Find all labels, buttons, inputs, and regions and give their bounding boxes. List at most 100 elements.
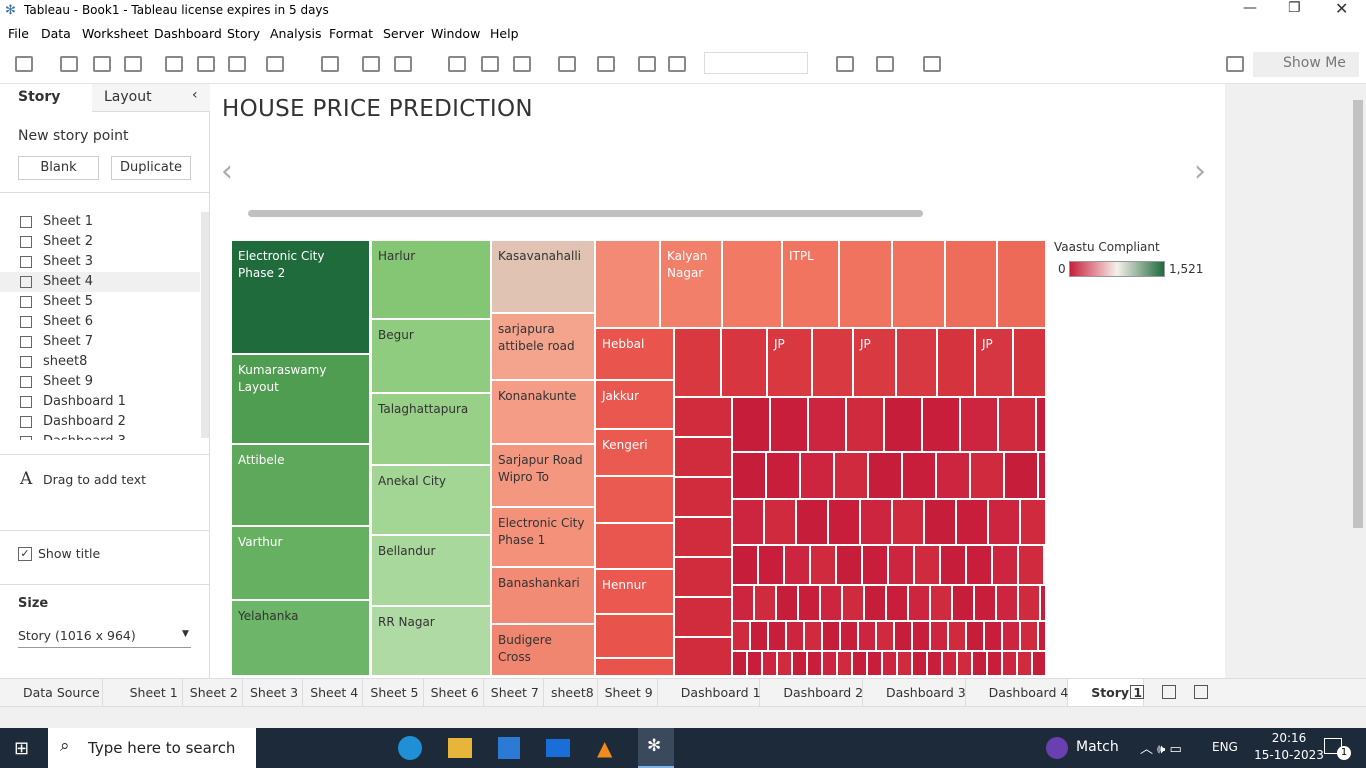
sheet-icon[interactable] xyxy=(20,376,32,388)
tile-label[interactable]: JP xyxy=(860,337,871,351)
tray-icons[interactable]: ︿ 🕪 ▭ xyxy=(1140,742,1182,757)
tile-label[interactable]: Banashankari xyxy=(498,576,580,590)
points-scrollbar[interactable] xyxy=(248,210,923,217)
sheet-icon[interactable] xyxy=(20,436,32,440)
edge[interactable] xyxy=(398,736,422,760)
sheet-icon[interactable] xyxy=(20,216,32,228)
tile-label[interactable]: Begur xyxy=(378,328,414,342)
tile-label[interactable]: JP xyxy=(774,337,785,351)
sheet-icon[interactable] xyxy=(20,356,32,368)
tab-label[interactable]: sheet8 xyxy=(551,685,594,700)
notification-count[interactable]: 1 xyxy=(1337,746,1351,760)
tile-label[interactable]: Hebbal xyxy=(602,337,645,351)
scroll-thumb[interactable] xyxy=(1353,100,1363,528)
treemap-tile[interactable]: sarjapura attibele road xyxy=(491,313,595,380)
tab-label[interactable]: Sheet 1 xyxy=(129,685,178,700)
sheet-name[interactable]: sheet8 xyxy=(43,354,88,369)
show-me-button[interactable] xyxy=(1253,52,1359,77)
tile-label[interactable]: Attibele xyxy=(238,453,285,467)
duplicate-button[interactable]: Duplicate xyxy=(111,156,191,180)
toolbar-icon[interactable] xyxy=(668,56,686,72)
tile-label[interactable]: Hennur xyxy=(602,578,647,592)
menu-item[interactable]: Data xyxy=(41,26,71,41)
toolbar-icon[interactable] xyxy=(60,56,78,72)
toolbar-icon[interactable] xyxy=(876,56,894,72)
toolbar-icon[interactable] xyxy=(836,56,854,72)
tab-label[interactable]: Dashboard 2 xyxy=(783,685,864,700)
menu-item[interactable]: Window xyxy=(431,26,481,41)
sheet-tab[interactable]: Dashboard 3 xyxy=(863,679,966,706)
treemap-tile[interactable]: Kalyan Nagar xyxy=(660,240,722,328)
language[interactable]: ENG xyxy=(1212,740,1238,754)
toolbar-icon[interactable] xyxy=(266,56,284,72)
sheet-tab[interactable]: Sheet 4 xyxy=(303,679,364,706)
treemap-tile[interactable]: Electronic City Phase 2 xyxy=(231,240,370,354)
treemap-tile[interactable]: Yelahanka xyxy=(231,600,370,676)
treemap-tile[interactable]: RR Nagar xyxy=(371,606,491,676)
toolbar-icon[interactable] xyxy=(638,56,656,72)
sheet-tab[interactable]: Dashboard 2 xyxy=(760,679,863,706)
size-value[interactable]: Story (1016 x 964) xyxy=(18,628,136,643)
sheet-name[interactable]: Dashboard 3 xyxy=(43,434,126,440)
tile-label[interactable]: Talaghattapura xyxy=(378,402,469,416)
restore[interactable]: ❐ xyxy=(1288,0,1301,16)
dropdown-arrow[interactable]: ▼ xyxy=(182,629,189,639)
toolbar-icon[interactable] xyxy=(228,56,246,72)
menu-item[interactable]: Story xyxy=(227,26,261,41)
sheet-tab[interactable]: Data Source xyxy=(0,679,103,706)
toolbar-icon[interactable] xyxy=(923,56,941,72)
sheet-icon[interactable] xyxy=(20,396,32,408)
sheet-icon[interactable] xyxy=(20,296,32,308)
show-title[interactable]: Show title xyxy=(38,546,101,561)
treemap-tile[interactable]: Talaghattapura xyxy=(371,393,491,465)
treemap-tile[interactable]: Anekal City xyxy=(371,465,491,535)
tile-label[interactable]: Jakkur xyxy=(602,389,639,403)
sheet-item[interactable]: sheet8 xyxy=(0,352,200,372)
toolbar-icon[interactable] xyxy=(93,56,111,72)
sheet-tab[interactable]: Sheet 7 xyxy=(484,679,544,706)
tab-label[interactable]: Sheet 7 xyxy=(490,685,539,700)
explorer[interactable] xyxy=(448,738,472,758)
menu-item[interactable]: Format xyxy=(329,26,374,41)
toolbar-icon[interactable] xyxy=(321,56,339,72)
tab-label[interactable]: Sheet 9 xyxy=(604,685,653,700)
treemap-tile[interactable]: Konanakunte xyxy=(491,380,595,444)
minimize[interactable]: — xyxy=(1243,0,1257,16)
menu-item[interactable]: Analysis xyxy=(270,26,322,41)
sheet-name[interactable]: Dashboard 2 xyxy=(43,414,126,429)
treemap-tile[interactable]: Begur xyxy=(371,319,491,393)
new-tab-icon[interactable] xyxy=(1162,685,1176,699)
tile-label[interactable]: Yelahanka xyxy=(238,609,299,623)
next-arrow[interactable]: › xyxy=(1194,154,1206,189)
prev-arrow[interactable]: ‹ xyxy=(221,154,233,189)
treemap-tile[interactable]: JP xyxy=(853,328,896,397)
treemap-tile[interactable]: Kasavanahalli xyxy=(491,240,595,313)
sheet-name[interactable]: Sheet 4 xyxy=(43,274,93,289)
sheet-name[interactable]: Sheet 2 xyxy=(43,234,93,249)
toolbar-icon[interactable] xyxy=(513,56,531,72)
treemap-tile[interactable]: Hebbal xyxy=(595,328,674,380)
tile-label[interactable]: Harlur xyxy=(378,249,416,263)
tableau-icon[interactable]: ✻ xyxy=(647,736,662,756)
size-dropdown[interactable]: Story (1016 x 964) ▼ xyxy=(18,628,191,648)
tab-label[interactable]: Sheet 6 xyxy=(430,685,479,700)
layout-tab[interactable]: Layout ‹ xyxy=(92,84,210,112)
sheet-item[interactable]: Sheet 7 xyxy=(0,332,200,352)
sheet-name[interactable]: Dashboard 1 xyxy=(43,394,126,409)
vlc[interactable]: ▲ xyxy=(597,736,613,760)
tab-label[interactable]: Sheet 3 xyxy=(250,685,299,700)
tableau-task[interactable]: ✻ xyxy=(638,728,674,768)
menu-item[interactable]: Dashboard xyxy=(154,26,222,41)
tile-label[interactable]: Konanakunte xyxy=(498,389,577,403)
story-tab[interactable]: Story xyxy=(0,84,92,112)
treemap-tile[interactable]: JP xyxy=(767,328,812,397)
toolbar-icon[interactable] xyxy=(481,56,499,72)
clock-time[interactable]: 20:16 xyxy=(1271,731,1307,745)
treemap-tile[interactable]: Kengeri xyxy=(595,429,674,476)
sheet-item[interactable]: Dashboard 2 xyxy=(0,412,200,432)
sheet-icon[interactable] xyxy=(20,236,32,248)
toolbar-icon[interactable] xyxy=(197,56,215,72)
sheet-name[interactable]: Sheet 6 xyxy=(43,314,93,329)
search-text[interactable]: Type here to search xyxy=(88,739,236,757)
tab-label[interactable]: Sheet 2 xyxy=(189,685,238,700)
